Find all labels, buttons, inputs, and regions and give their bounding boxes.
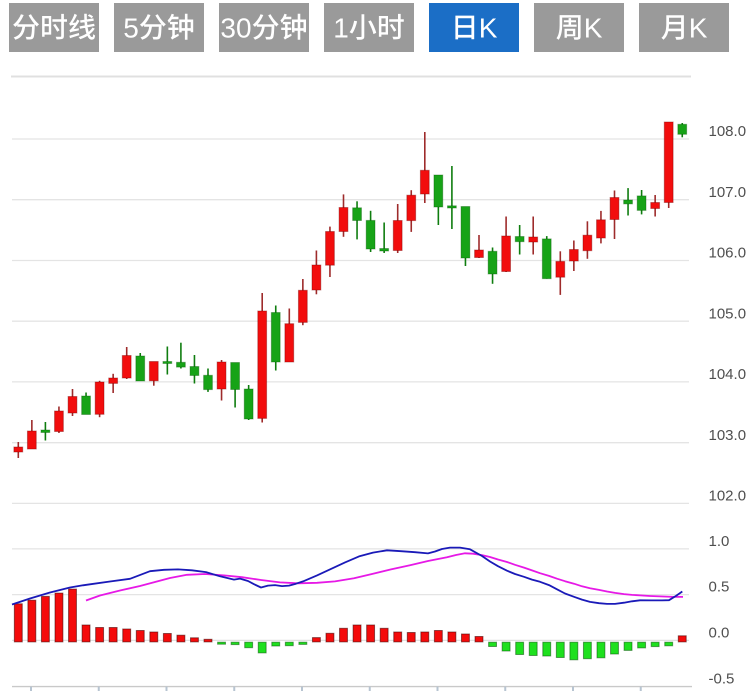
svg-text:K: K [584,12,603,43]
svg-text:105.0: 105.0 [709,305,747,322]
svg-text:1.0: 1.0 [709,533,730,550]
svg-text:K: K [479,12,498,43]
svg-text:0.0: 0.0 [709,625,730,642]
svg-text:102.0: 102.0 [709,488,747,505]
svg-text:K: K [689,12,708,43]
svg-text:1: 1 [333,12,349,43]
svg-text:108.0: 108.0 [709,123,747,140]
svg-text:30: 30 [220,12,251,43]
svg-text:0.5: 0.5 [709,579,730,596]
svg-text:104.0: 104.0 [709,366,747,383]
svg-text:107.0: 107.0 [709,184,747,201]
svg-text:-0.5: -0.5 [709,671,735,688]
svg-text:103.0: 103.0 [709,427,747,444]
svg-text:5: 5 [123,12,139,43]
svg-text:106.0: 106.0 [709,245,747,262]
